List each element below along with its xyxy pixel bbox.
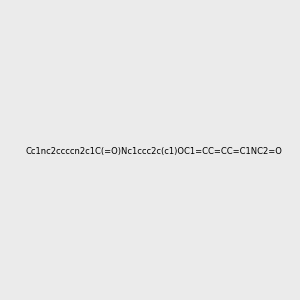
Text: Cc1nc2ccccn2c1C(=O)Nc1ccc2c(c1)OC1=CC=CC=C1NC2=O: Cc1nc2ccccn2c1C(=O)Nc1ccc2c(c1)OC1=CC=CC… <box>25 147 282 156</box>
